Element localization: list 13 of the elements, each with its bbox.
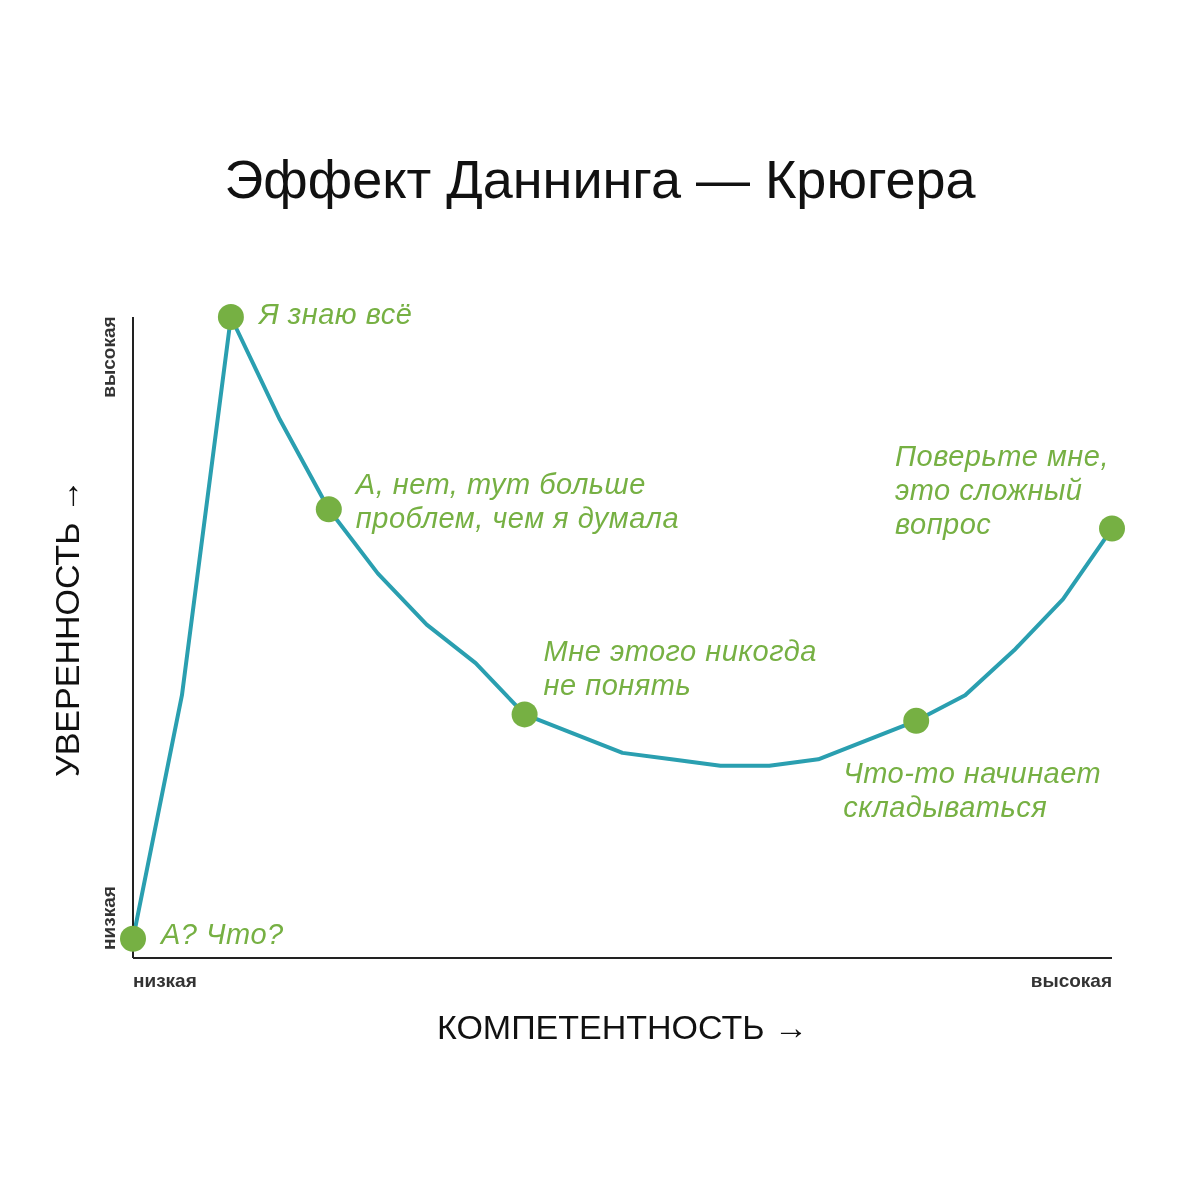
text: высокая — [1029, 970, 1112, 992]
text: низкая — [98, 885, 120, 952]
x-axis-title: КОМПЕТЕНТНОСТЬ → — [436, 1008, 809, 1047]
text: высокая — [98, 315, 120, 400]
annotation: Поверьте мне, это сложный вопрос — [895, 438, 1111, 541]
annotation: А? Что? — [161, 916, 285, 951]
annotation: Что-то начинает складываться — [843, 755, 1103, 824]
chart-title: Эффект Даннинга — Крюгера — [223, 148, 977, 210]
annotation: Мне этого никогда не понять — [543, 634, 818, 703]
annotation: А, нет, тут больше проблем, чем я думала — [355, 467, 680, 536]
y-axis-title: УВЕРЕННОСТЬ → — [48, 478, 87, 779]
annotation: Я знаю всё — [258, 297, 414, 331]
text: низкая — [133, 970, 198, 992]
